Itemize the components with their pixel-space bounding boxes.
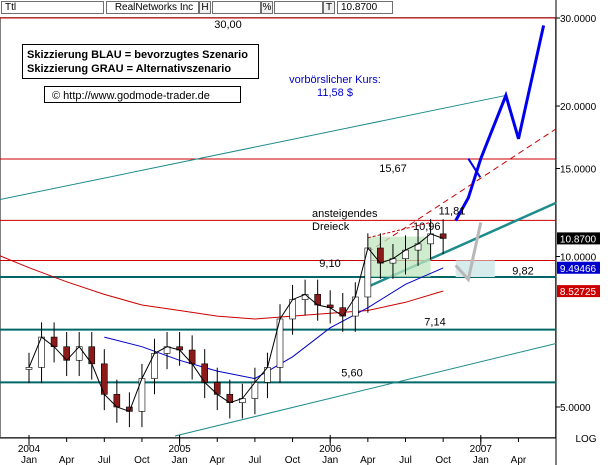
annotation-premarket-1: vorbörslicher Kurs:	[289, 74, 381, 86]
sma-blue-line	[104, 267, 444, 380]
level-label-1: 15,67	[379, 163, 407, 175]
price-badge-label-1: 9.49466	[560, 264, 597, 275]
level-label-0: 30,00	[214, 19, 242, 31]
x-year-label-1: 2005	[168, 444, 191, 455]
trend-channel-upper	[0, 94, 507, 201]
trend-channel-lower	[174, 342, 557, 437]
x-month-label-7: Oct	[285, 455, 301, 465]
security-name-field: RealNetworks Inc	[106, 1, 199, 14]
scenario-blue-hook	[467, 158, 482, 178]
annotation-triangle-2: Dreieck	[312, 221, 350, 233]
time-box[interactable]: T	[323, 1, 335, 14]
x-month-label-0: Jan	[21, 455, 37, 465]
price-close-line	[28, 233, 444, 413]
x-month-label-2: Jul	[98, 455, 111, 465]
symbol-field[interactable]: Ttl	[1, 1, 104, 14]
annotation-premarket-2: 11,58 $	[317, 87, 353, 99]
header-empty-field	[212, 1, 261, 14]
level-label-2: 11,81	[439, 205, 466, 217]
percent-box[interactable]: %	[261, 1, 273, 14]
x-month-label-8: Jan	[322, 455, 338, 465]
level-label-4: 9,10	[319, 258, 340, 270]
legend-box	[22, 44, 259, 79]
triangle-upper-edge	[367, 221, 431, 239]
last-price-field: 10.8700	[337, 1, 393, 14]
price-badge-1	[557, 261, 600, 274]
annotation-triangle-1: ansteigendes	[312, 208, 378, 220]
header-empty-field-2	[274, 1, 323, 14]
level-label-6: 5,60	[341, 367, 362, 379]
x-year-label-2: 2006	[319, 444, 342, 455]
price-badge-2	[557, 285, 600, 298]
price-badge-label-2: 8.52725	[560, 287, 597, 298]
x-year-label-0: 2004	[18, 444, 41, 455]
scenario-blue-path	[454, 25, 546, 222]
price-badge-label-0: 10.8700	[560, 234, 597, 245]
y-tick-label-2: 15.0000	[560, 164, 597, 175]
x-month-label-4: Jan	[172, 455, 188, 465]
x-month-label-11: Oct	[435, 455, 451, 465]
x-year-label-3: 2007	[470, 444, 493, 455]
y-tick-label-0: 30.0000	[560, 14, 597, 25]
level-label-5: 7,14	[424, 317, 445, 329]
dashed-resistance-line	[367, 128, 557, 253]
price-candle-0	[25, 367, 33, 370]
legend-line-0: Skizzierung BLAU = bevorzugtes Szenario	[27, 49, 248, 61]
x-month-label-3: Oct	[134, 455, 150, 465]
price-badge-0	[557, 232, 600, 245]
x-month-label-9: Apr	[360, 455, 376, 465]
high-box[interactable]: H	[199, 1, 211, 14]
y-scale-label: LOG	[575, 434, 596, 445]
x-month-label-12: Jan	[473, 455, 489, 465]
annotation-1096: 10,96	[413, 221, 441, 233]
scenario-gray-path	[454, 222, 483, 283]
y-tick-label-3: 10.0000	[560, 253, 597, 264]
copyright-box	[44, 86, 241, 103]
header-bar: Ttl RealNetworks Inc H % T 10.8700	[0, 0, 614, 16]
plot-area	[0, 17, 556, 438]
copyright-text: © http://www.godmode-trader.de	[52, 90, 210, 102]
x-month-label-13: Apr	[511, 455, 527, 465]
x-month-label-6: Jul	[249, 455, 262, 465]
level-label-3: 9,82	[512, 265, 533, 277]
x-month-label-10: Jul	[399, 455, 412, 465]
y-tick-label-1: 20.0000	[560, 102, 597, 113]
y-tick-label-4: 5.0000	[560, 403, 591, 414]
x-month-label-1: Apr	[59, 455, 75, 465]
legend-line-1: Skizzierung GRAU = Alternativszenario	[27, 63, 231, 75]
target-zone	[455, 260, 495, 277]
x-month-label-5: Apr	[209, 455, 225, 465]
